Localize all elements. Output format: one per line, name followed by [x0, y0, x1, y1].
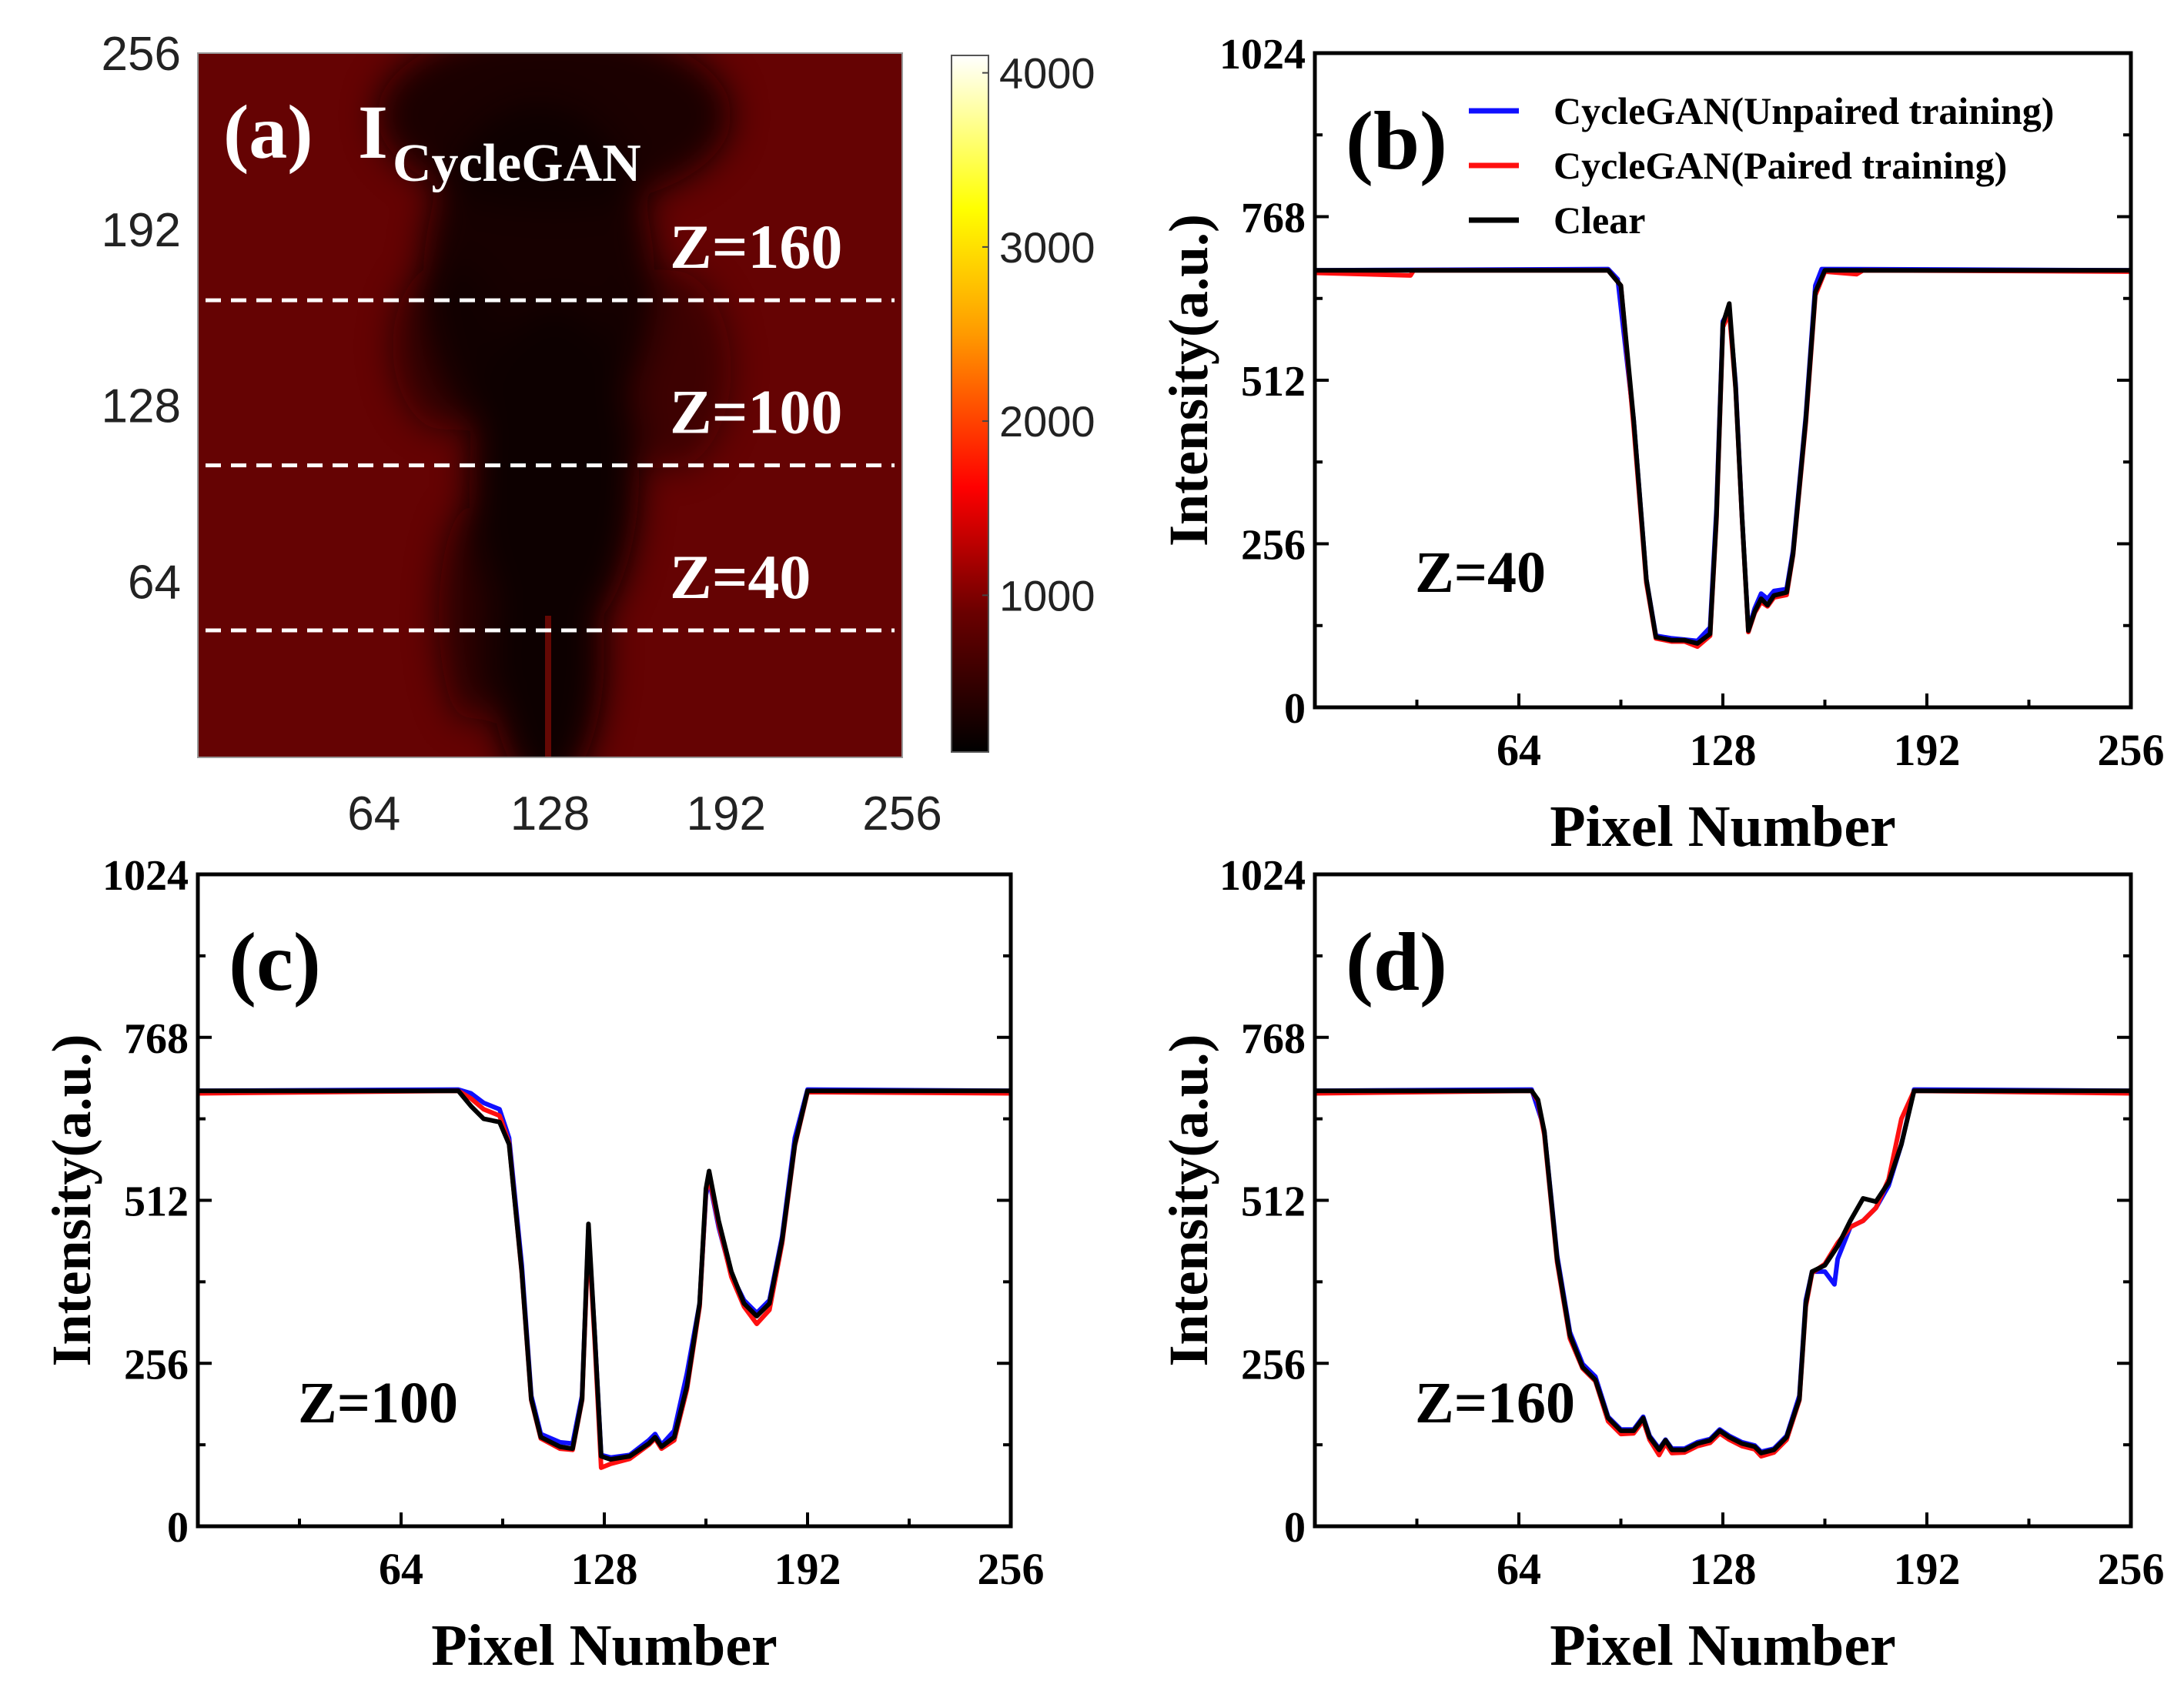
x-tick-label: 128: [1690, 725, 1757, 775]
y-tick-label: 0: [167, 1504, 189, 1552]
heatmap-y-tick-label: 64: [128, 556, 181, 609]
y-tick-label: 768: [124, 1015, 189, 1063]
y-tick-label: 768: [1241, 1015, 1306, 1063]
line-chart-panel-d: 64 128 192 256 0 256 512 768 1024 Pixel Number Int…: [1158, 852, 2165, 1678]
heatmap-y-tick-label: 256: [102, 28, 181, 81]
slice-annotation: Z=40: [1415, 540, 1546, 605]
y-tick-label: 512: [124, 1178, 189, 1226]
x-tick-label: 192: [1894, 725, 1961, 775]
line-chart-panel-b: 64 128 192 256 0 256 512 768 1024 Pixel Number Int…: [1158, 31, 2165, 859]
x-axis-title: Pixel Number: [1550, 1613, 1896, 1678]
y-axis-title: Intensity(a.u.): [1158, 1034, 1219, 1366]
heatmap-y-tick-label: 192: [102, 204, 181, 257]
panel-label: (b): [1346, 95, 1447, 187]
y-tick-label: 256: [1241, 1341, 1306, 1389]
x-tick-label: 256: [2098, 1544, 2165, 1594]
x-tick-label: 256: [978, 1544, 1045, 1594]
y-tick-label: 0: [1284, 685, 1306, 733]
x-axis-title: Pixel Number: [1550, 794, 1896, 859]
x-tick-label: 64: [1497, 1544, 1541, 1594]
x-tick-label: 64: [1497, 725, 1541, 775]
y-tick-label: 512: [1241, 1178, 1306, 1226]
slice-label: Z=40: [670, 542, 811, 612]
heatmap-panel-label: (a): [223, 89, 313, 175]
legend-entry: Clear: [1554, 199, 1645, 242]
y-tick-label: 512: [1241, 358, 1306, 406]
slice-annotation: Z=160: [1415, 1371, 1575, 1435]
x-tick-label: 128: [1690, 1544, 1757, 1594]
heatmap-x-tick-label: 64: [347, 787, 400, 840]
legend-entry: CycleGAN(Paired training): [1554, 144, 2007, 187]
colorbar-tick-label: 2000: [999, 397, 1095, 446]
x-tick-label: 64: [379, 1544, 423, 1594]
heatmap-title-main: I: [358, 89, 388, 175]
slice-label: Z=100: [670, 377, 842, 447]
colorbar-tick-label: 1000: [999, 571, 1095, 620]
line-chart-panel-c: 64 128 192 256 0 256 512 768 1024 Pixel Number Int…: [41, 852, 1045, 1678]
y-tick-label: 768: [1241, 195, 1306, 242]
y-tick-label: 0: [1284, 1504, 1306, 1552]
panel-label: (d): [1346, 917, 1447, 1008]
x-axis-title: Pixel Number: [431, 1613, 778, 1678]
y-axis-title: Intensity(a.u.): [41, 1034, 102, 1366]
series-line-clear: [1315, 1088, 2131, 1455]
x-tick-label: 256: [2098, 725, 2165, 775]
x-tick-label: 192: [1894, 1544, 1961, 1594]
panel-label: (c): [229, 917, 321, 1008]
legend-entry: CycleGAN(Unpaired training): [1554, 89, 2054, 132]
y-axis-title: Intensity(a.u.): [1158, 214, 1219, 546]
heatmap-title-sub: CycleGAN: [393, 134, 641, 193]
y-tick-label: 256: [1241, 522, 1306, 570]
x-tick-label: 192: [774, 1544, 841, 1594]
y-tick-label: 1024: [1219, 31, 1306, 79]
x-tick-label: 128: [571, 1544, 638, 1594]
legend: CycleGAN(Unpaired training) CycleGAN(Pair…: [1469, 89, 2054, 242]
slice-label: Z=160: [670, 212, 842, 282]
heatmap-panel: (a) I CycleGAN 64 128 192 256 64 128 192 256 Z=1…: [102, 28, 1095, 840]
y-tick-label: 256: [124, 1341, 189, 1389]
y-tick-label: 1024: [1219, 852, 1306, 900]
y-tick-label: 1024: [102, 852, 189, 900]
colorbar-tick-label: 4000: [999, 49, 1095, 98]
heatmap-y-tick-label: 128: [102, 380, 181, 433]
series-line-clear: [1315, 268, 2131, 646]
heatmap-dark-region: [377, 53, 731, 757]
heatmap-x-tick-label: 128: [510, 787, 590, 840]
colorbar: [951, 55, 989, 753]
slice-annotation: Z=100: [298, 1371, 458, 1435]
heatmap-x-tick-label: 192: [687, 787, 766, 840]
series-line-clear: [198, 1088, 1011, 1462]
heatmap-x-tick-label: 256: [862, 787, 941, 840]
colorbar-tick-label: 3000: [999, 223, 1095, 272]
